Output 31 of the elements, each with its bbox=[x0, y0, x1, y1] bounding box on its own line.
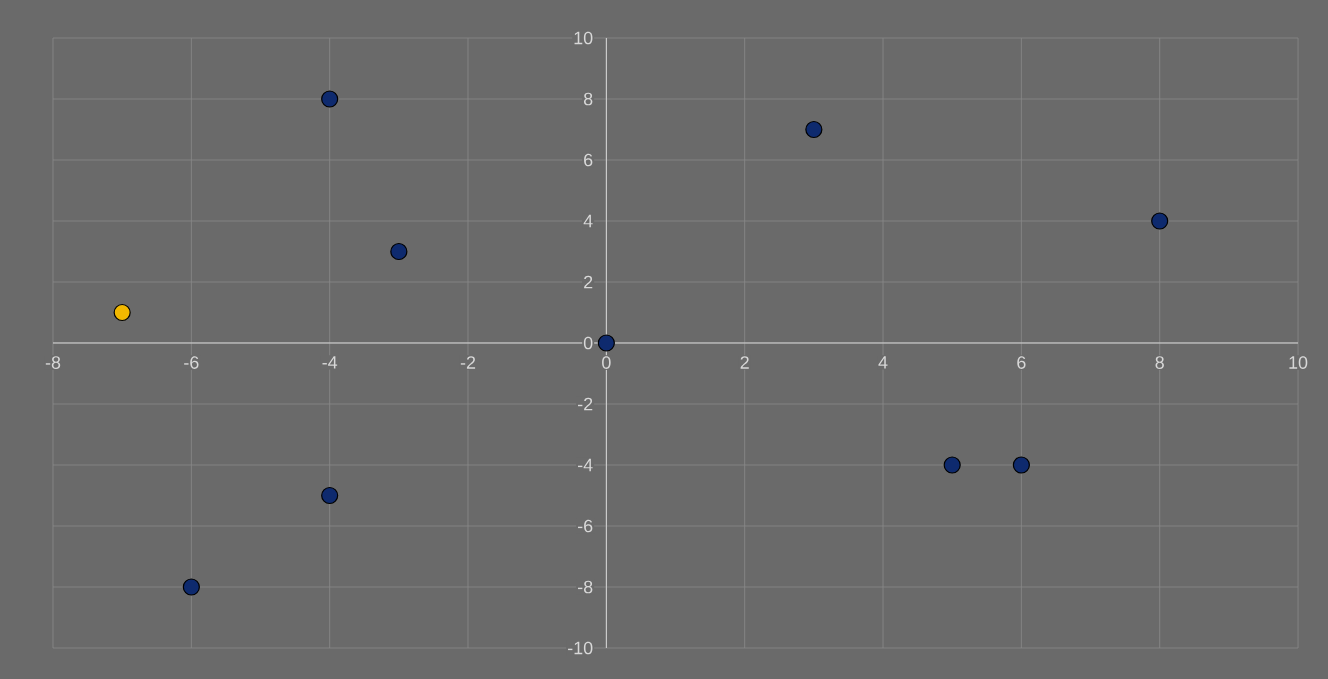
y-tick-label: 10 bbox=[574, 31, 593, 45]
point bbox=[390, 242, 408, 261]
point bbox=[113, 303, 131, 322]
point bbox=[321, 486, 339, 505]
y-tick-label: -2 bbox=[578, 397, 593, 411]
x-tick-label: 0 bbox=[602, 356, 611, 369]
point bbox=[182, 578, 200, 596]
x-tick-label: -4 bbox=[322, 356, 338, 369]
y-tick-label: -10 bbox=[568, 641, 593, 655]
y-tick-label: 0 bbox=[583, 336, 593, 350]
y-tick-label: 4 bbox=[583, 214, 593, 228]
x-tick-label: -2 bbox=[460, 356, 476, 369]
y-tick-label: -6 bbox=[578, 519, 593, 533]
point bbox=[943, 456, 961, 474]
point bbox=[1151, 212, 1169, 230]
x-tick-label: -8 bbox=[45, 356, 61, 369]
y-tick-label: 6 bbox=[584, 153, 593, 167]
point bbox=[321, 90, 339, 108]
x-tick-label: 8 bbox=[1155, 356, 1164, 369]
y-tick-label: -4 bbox=[578, 458, 593, 472]
point bbox=[805, 120, 823, 139]
x-tick-label: 6 bbox=[1017, 356, 1026, 369]
y-tick-label: 2 bbox=[584, 275, 593, 289]
y-tick-label: -8 bbox=[578, 580, 593, 594]
x-tick-label: 2 bbox=[740, 356, 749, 369]
x-tick-label: -6 bbox=[184, 356, 199, 369]
point bbox=[1012, 456, 1030, 474]
x-tick-label: 4 bbox=[878, 356, 888, 369]
x-tick-label: 10 bbox=[1289, 356, 1308, 369]
point bbox=[597, 334, 615, 352]
y-tick-label: 8 bbox=[583, 92, 593, 106]
